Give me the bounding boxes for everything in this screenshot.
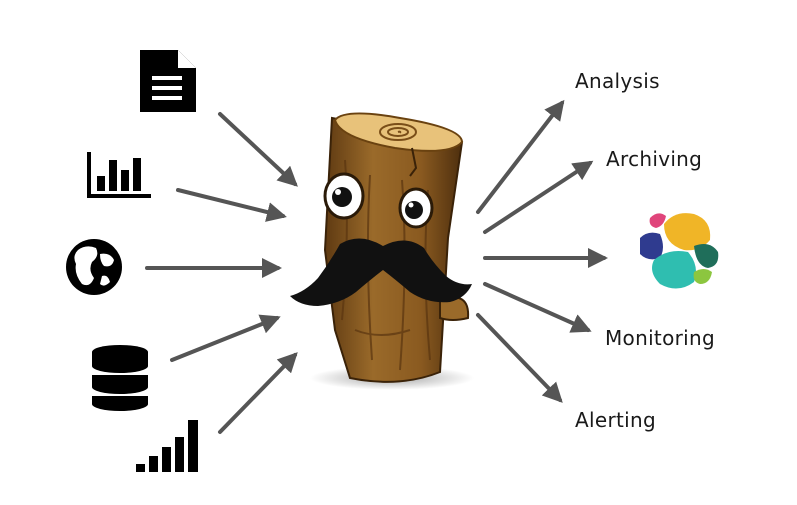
arrow-alerting	[476, 313, 563, 403]
arrow-analysis	[476, 99, 565, 214]
input-arrows	[145, 112, 298, 434]
arrow-monitoring	[483, 282, 592, 333]
globe-icon	[66, 239, 122, 295]
arrow-signal	[218, 352, 298, 434]
bar-chart-icon	[87, 152, 151, 198]
output-label-analysis: Analysis	[575, 69, 660, 93]
signal-bars-icon	[136, 420, 198, 472]
arrow-database	[170, 314, 281, 362]
arrow-archiving	[483, 160, 594, 234]
output-label-monitoring: Monitoring	[605, 326, 715, 350]
output-arrows	[476, 99, 608, 403]
arrow-document	[218, 112, 298, 187]
database-icon	[91, 345, 149, 411]
mustache-log-mascot-icon	[290, 112, 474, 390]
elastic-logo-icon	[640, 213, 719, 289]
output-label-archiving: Archiving	[606, 147, 703, 171]
arrow-bar-chart	[176, 188, 287, 222]
output-label-alerting: Alerting	[575, 408, 656, 432]
document-icon	[140, 50, 196, 112]
